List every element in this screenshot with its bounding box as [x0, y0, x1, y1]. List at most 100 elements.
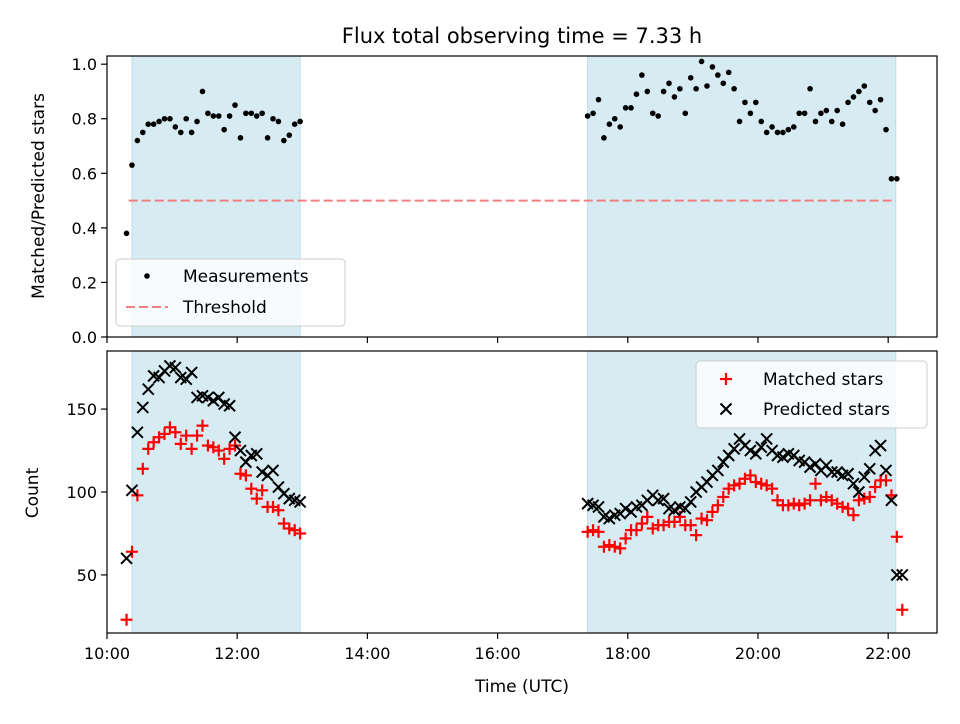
matched-stars-point	[597, 540, 610, 553]
measurement-point	[660, 88, 667, 95]
matched-stars-point	[684, 519, 697, 532]
measurement-point	[877, 96, 884, 103]
cross-stroke	[874, 439, 887, 452]
matched-stars-point	[614, 542, 627, 555]
measurement-point	[763, 129, 770, 136]
matched-stars-point	[120, 613, 133, 626]
measurement-point	[785, 126, 792, 133]
x-tick-label: 12:00	[214, 644, 260, 663]
x-tick-label: 18:00	[605, 644, 651, 663]
cross-stroke	[266, 464, 280, 477]
matched-stars-point	[294, 527, 307, 540]
matched-stars-point	[744, 469, 757, 482]
cross-stroke	[879, 464, 893, 477]
measurement-point	[156, 118, 162, 125]
measurement-point	[281, 137, 287, 144]
cross-stroke	[120, 552, 133, 565]
matched-stars-point	[180, 429, 193, 442]
measurement-point	[188, 129, 195, 136]
measurement-point	[839, 121, 846, 128]
matched-stars-point	[142, 442, 155, 455]
chart-title: Flux total observing time = 7.33 h	[342, 24, 702, 48]
cross-stroke	[201, 391, 215, 404]
measurement-point	[720, 80, 727, 87]
measurement-point	[888, 175, 895, 182]
predicted-stars-point	[234, 444, 247, 457]
predicted-stars-point	[185, 366, 198, 379]
matched-stars-point	[858, 492, 871, 505]
matched-stars-point	[630, 524, 643, 537]
matched-stars-point	[836, 500, 849, 513]
measurement-point	[297, 118, 303, 125]
legend-label: Threshold	[182, 298, 267, 318]
measurement-point	[742, 99, 748, 106]
measurement-point	[671, 94, 678, 100]
cross-stroke	[657, 492, 670, 505]
measurement-point	[140, 129, 146, 136]
cross-stroke	[223, 399, 236, 412]
measurement-point	[291, 121, 298, 128]
matched-stars-point	[283, 522, 296, 535]
cross-stroke	[755, 441, 768, 454]
top-y-axis-label: Matched/Predicted stars	[29, 93, 49, 299]
cross-stroke	[619, 502, 632, 515]
measurement-point	[818, 110, 824, 117]
predicted-stars-point	[841, 467, 855, 480]
legend-label: Measurements	[183, 267, 309, 287]
predicted-stars-point	[711, 464, 725, 477]
predicted-stars-point	[863, 462, 876, 475]
matched-stars-point	[717, 490, 730, 503]
legend-dot-marker	[144, 273, 150, 279]
measurement-point	[145, 121, 152, 128]
measurement-point	[628, 105, 634, 111]
matched-stars-point	[201, 439, 214, 452]
cross-stroke	[283, 492, 296, 505]
matched-stars-point	[869, 481, 882, 494]
predicted-stars-point	[896, 568, 909, 582]
measurement-point	[606, 121, 613, 128]
predicted-stars-point	[228, 431, 242, 444]
measurement-point	[866, 99, 873, 106]
matched-stars-point	[755, 477, 768, 490]
predicted-stars-point	[250, 447, 263, 461]
measurement-point	[649, 110, 656, 117]
legend-label: Predicted stars	[763, 400, 890, 420]
matched-stars-point	[700, 514, 713, 527]
measurement-point	[780, 129, 786, 136]
measurement-point	[275, 118, 282, 125]
cross-stroke	[830, 465, 844, 479]
measurement-point	[894, 175, 900, 182]
predicted-stars-point	[885, 494, 898, 507]
cross-stroke	[771, 449, 784, 462]
matched-stars-point	[169, 426, 182, 439]
measurement-point	[226, 113, 233, 119]
cross-stroke	[581, 497, 594, 510]
matched-stars-point	[690, 529, 703, 542]
matched-stars-point	[787, 497, 800, 510]
cross-stroke	[169, 361, 182, 374]
y-tick-label: 0.4	[72, 219, 97, 238]
measurement-point	[861, 83, 868, 89]
measurement-point	[682, 110, 689, 117]
x-tick-label: 10:00	[84, 644, 130, 663]
matched-stars-point	[196, 419, 209, 432]
matched-stars-point	[793, 499, 806, 512]
matched-stars-point	[185, 442, 198, 455]
measurement-point	[253, 113, 260, 119]
y-tick-label: 0.6	[72, 164, 97, 183]
predicted-stars-point	[657, 492, 670, 505]
matched-stars-point	[847, 509, 860, 522]
x-tick-label: 16:00	[475, 644, 521, 663]
measurement-point	[584, 113, 591, 119]
measurement-point	[270, 115, 276, 122]
measurement-point	[801, 110, 808, 117]
matched-stars-point	[766, 482, 779, 495]
measurement-point	[611, 115, 618, 122]
predicted-stars-point	[684, 495, 697, 509]
measurement-point	[232, 102, 238, 108]
matched-stars-point	[592, 525, 605, 538]
measurement-point	[709, 64, 716, 70]
cross-stroke	[597, 510, 611, 524]
cross-stroke	[744, 444, 757, 457]
